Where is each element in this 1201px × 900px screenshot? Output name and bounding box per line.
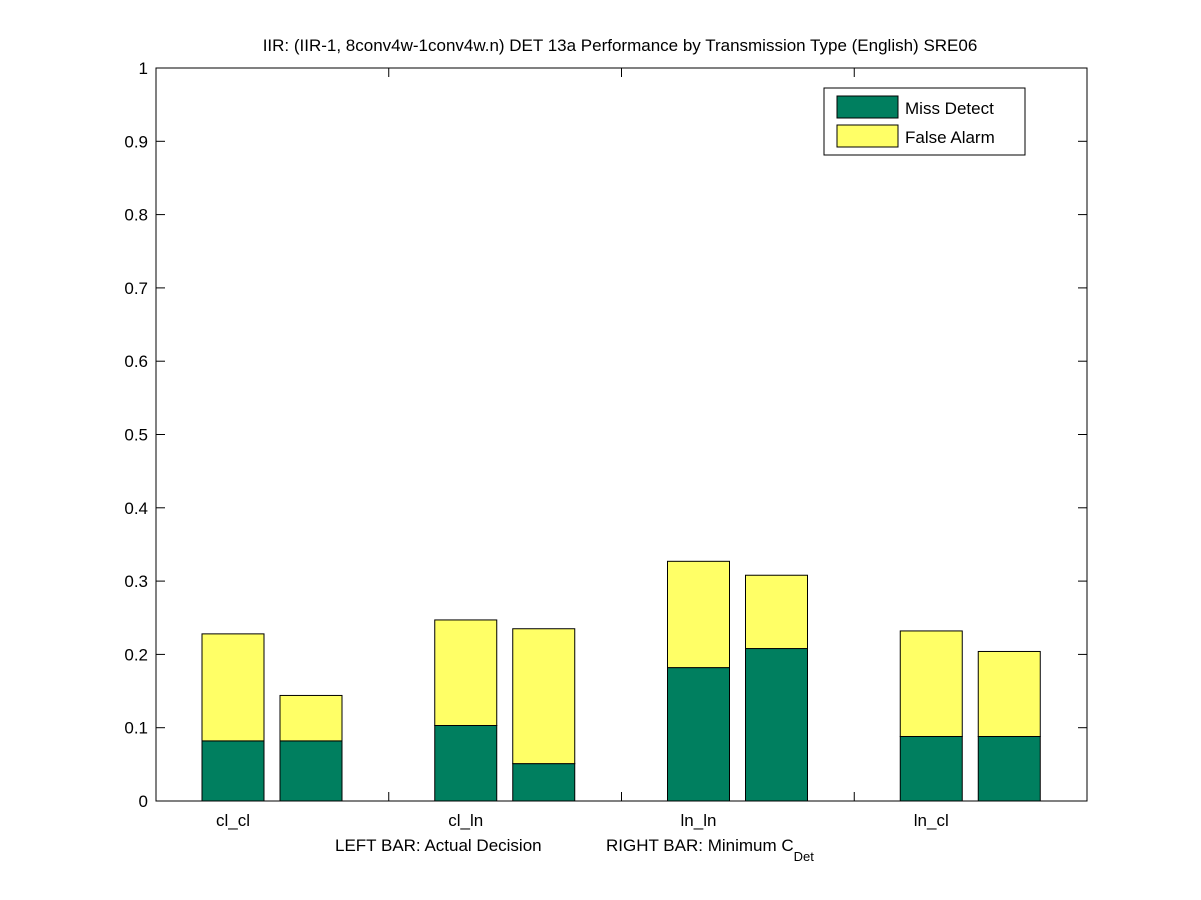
bar-cl_cl-right-bar-miss-detect: [279, 740, 343, 802]
bar-cl_ln-right-bar-false-alarm: [512, 628, 576, 765]
y-tick-label: 0.5: [124, 426, 148, 445]
legend: Miss Detect False Alarm: [823, 87, 1026, 156]
bar-ln_ln-right-bar-miss-detect: [745, 648, 808, 802]
x-axis-label-right: RIGHT BAR: Minimum CDet: [606, 836, 814, 864]
bar-ln_ln-left-bar-miss-detect: [667, 667, 730, 802]
legend-swatch-miss-detect: [836, 95, 899, 119]
y-tick-label: 1: [139, 59, 148, 78]
y-tick-label: 0.2: [124, 645, 148, 664]
bar-ln_cl-right-bar-miss-detect: [977, 735, 1041, 802]
x-tick-label: cl_cl: [216, 811, 250, 830]
x-axis-label-left: LEFT BAR: Actual Decision: [335, 836, 542, 855]
bar-ln_cl-right-bar-false-alarm: [977, 650, 1041, 737]
x-tick-label: cl_ln: [448, 811, 483, 830]
y-tick-label: 0.1: [124, 719, 148, 738]
bar-cl_ln-left-bar-false-alarm: [434, 619, 498, 727]
x-tick-label: ln_ln: [681, 811, 717, 830]
x-axis-label-right-subscript: Det: [794, 849, 815, 864]
y-tick-label: 0.7: [124, 279, 148, 298]
bar-cl_cl-left-bar-miss-detect: [201, 740, 265, 802]
bar-ln_ln-right-bar-false-alarm: [745, 574, 808, 650]
chart-title: IIR: (IIR-1, 8conv4w-1conv4w.n) DET 13a …: [263, 36, 978, 55]
bar-cl_ln-right-bar-miss-detect: [512, 763, 576, 802]
y-tick-label: 0: [139, 792, 148, 811]
legend-label-false-alarm: False Alarm: [905, 128, 995, 147]
legend-swatch-false-alarm: [836, 124, 899, 148]
y-tick-label: 0.3: [124, 572, 148, 591]
bar-cl_ln-left-bar-miss-detect: [434, 725, 498, 802]
bar-cl_cl-right-bar-false-alarm: [279, 694, 343, 742]
legend-label-miss-detect: Miss Detect: [905, 99, 994, 118]
bar-ln_ln-left-bar-false-alarm: [667, 560, 730, 669]
bar-ln_cl-left-bar-miss-detect: [899, 735, 963, 802]
y-tick-label: 0.6: [124, 352, 148, 371]
y-tick-label: 0.9: [124, 132, 148, 151]
y-tick-label: 0.4: [124, 499, 148, 518]
x-tick-label: ln_cl: [914, 811, 949, 830]
bar-cl_cl-left-bar-false-alarm: [201, 633, 265, 742]
bar-ln_cl-left-bar-false-alarm: [899, 630, 963, 737]
y-tick-label: 0.8: [124, 206, 148, 225]
x-axis-label-right-main: RIGHT BAR: Minimum C: [606, 836, 794, 855]
